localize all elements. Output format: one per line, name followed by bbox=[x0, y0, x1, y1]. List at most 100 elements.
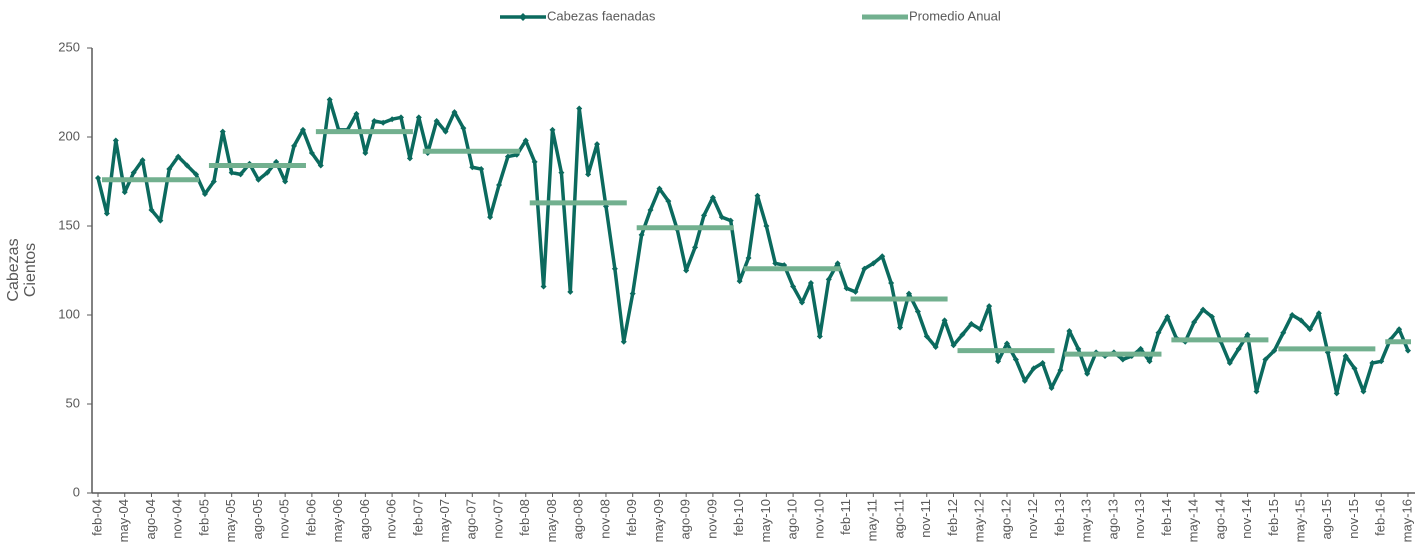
data-point bbox=[1164, 313, 1171, 320]
legend-item: Promedio Anual bbox=[862, 8, 1001, 23]
data-point bbox=[799, 299, 806, 306]
x-tick-label: ago-04 bbox=[143, 499, 158, 539]
data-point bbox=[237, 171, 244, 178]
x-tick-label: nov-05 bbox=[277, 499, 292, 539]
y-tick-label: 250 bbox=[58, 39, 80, 54]
data-point bbox=[157, 217, 164, 224]
data-point bbox=[1342, 352, 1349, 359]
data-point bbox=[923, 333, 930, 340]
data-point bbox=[968, 320, 975, 327]
data-point bbox=[415, 114, 422, 121]
x-tick-label: may-09 bbox=[651, 499, 666, 542]
data-point bbox=[1262, 356, 1269, 363]
x-tick-label: nov-10 bbox=[811, 499, 826, 539]
data-point bbox=[825, 276, 832, 283]
data-point bbox=[709, 194, 716, 201]
data-point bbox=[1226, 360, 1233, 367]
data-point bbox=[496, 182, 503, 189]
x-tick-label: feb-14 bbox=[1159, 499, 1174, 536]
y-tick-label: 50 bbox=[66, 395, 80, 410]
data-point bbox=[326, 96, 333, 103]
data-point bbox=[576, 105, 583, 112]
data-point bbox=[1405, 347, 1411, 354]
x-tick-label: may-10 bbox=[758, 499, 773, 542]
data-point bbox=[549, 126, 556, 133]
data-point bbox=[193, 171, 200, 178]
data-line bbox=[96, 97, 1410, 396]
x-tick-label: may-12 bbox=[972, 499, 987, 542]
data-point bbox=[460, 125, 467, 132]
data-point bbox=[299, 126, 306, 133]
data-point bbox=[745, 255, 752, 262]
data-point bbox=[1208, 313, 1215, 320]
data-point bbox=[130, 169, 137, 176]
data-point bbox=[95, 174, 101, 181]
x-tick-label: ago-09 bbox=[678, 499, 693, 539]
data-point bbox=[1146, 358, 1153, 365]
data-point bbox=[362, 150, 369, 157]
data-point bbox=[1021, 377, 1028, 384]
data-point bbox=[1119, 356, 1126, 363]
x-tick-label: nov-15 bbox=[1346, 499, 1361, 539]
y-axis-label: Cabezas bbox=[5, 238, 22, 301]
data-point bbox=[139, 157, 146, 164]
x-tick-label: ago-15 bbox=[1319, 499, 1334, 539]
data-point bbox=[1003, 340, 1010, 347]
data-point bbox=[763, 223, 770, 229]
y-tick-label: 150 bbox=[58, 217, 80, 232]
data-point bbox=[888, 279, 895, 286]
x-tick-label: nov-08 bbox=[597, 499, 612, 539]
x-tick-label: nov-12 bbox=[1025, 499, 1040, 539]
data-point bbox=[852, 288, 859, 295]
x-tick-label: feb-04 bbox=[89, 499, 104, 536]
data-point bbox=[442, 128, 449, 135]
x-tick-label: feb-16 bbox=[1373, 499, 1388, 536]
x-tick-label: nov-14 bbox=[1239, 499, 1254, 539]
x-tick-label: feb-10 bbox=[731, 499, 746, 536]
data-point bbox=[255, 176, 262, 183]
y-tick-label: 200 bbox=[58, 128, 80, 143]
data-point bbox=[175, 153, 182, 160]
data-point bbox=[656, 185, 663, 192]
legend-label: Promedio Anual bbox=[909, 8, 1001, 23]
data-point bbox=[1137, 345, 1144, 352]
data-point bbox=[620, 338, 627, 345]
data-point bbox=[1396, 326, 1403, 333]
x-tick-label: may-08 bbox=[544, 499, 559, 542]
x-tick-label: feb-08 bbox=[517, 499, 532, 536]
data-point bbox=[1333, 390, 1340, 397]
data-point bbox=[1030, 365, 1037, 372]
x-tick-label: ago-08 bbox=[571, 499, 586, 539]
x-tick-label: may-11 bbox=[865, 499, 880, 541]
data-point bbox=[504, 153, 511, 160]
data-point bbox=[1012, 356, 1019, 363]
data-point bbox=[1244, 331, 1251, 338]
x-tick-label: feb-12 bbox=[945, 499, 960, 536]
data-point bbox=[1289, 312, 1296, 318]
data-point bbox=[148, 206, 155, 213]
data-point bbox=[380, 119, 387, 126]
x-tick-label: may-06 bbox=[330, 499, 345, 542]
data-point bbox=[317, 162, 324, 169]
data-point bbox=[1280, 329, 1287, 336]
data-point bbox=[112, 137, 119, 144]
data-point bbox=[718, 214, 725, 221]
x-tick-label: feb-13 bbox=[1052, 499, 1067, 536]
data-point bbox=[736, 278, 743, 285]
data-point bbox=[861, 265, 868, 272]
data-point bbox=[1084, 370, 1091, 377]
data-point bbox=[201, 190, 208, 197]
x-tick-label: ago-14 bbox=[1212, 499, 1227, 539]
data-point bbox=[469, 164, 476, 171]
data-point bbox=[1235, 345, 1242, 352]
data-point bbox=[727, 217, 734, 224]
data-point bbox=[950, 342, 957, 349]
legend-marker bbox=[519, 13, 527, 21]
y-tick-label: 0 bbox=[73, 484, 80, 499]
data-point bbox=[228, 169, 235, 176]
data-point bbox=[1057, 367, 1064, 374]
data-point bbox=[1048, 384, 1055, 391]
data-point bbox=[1039, 360, 1046, 367]
data-point bbox=[1066, 328, 1073, 335]
